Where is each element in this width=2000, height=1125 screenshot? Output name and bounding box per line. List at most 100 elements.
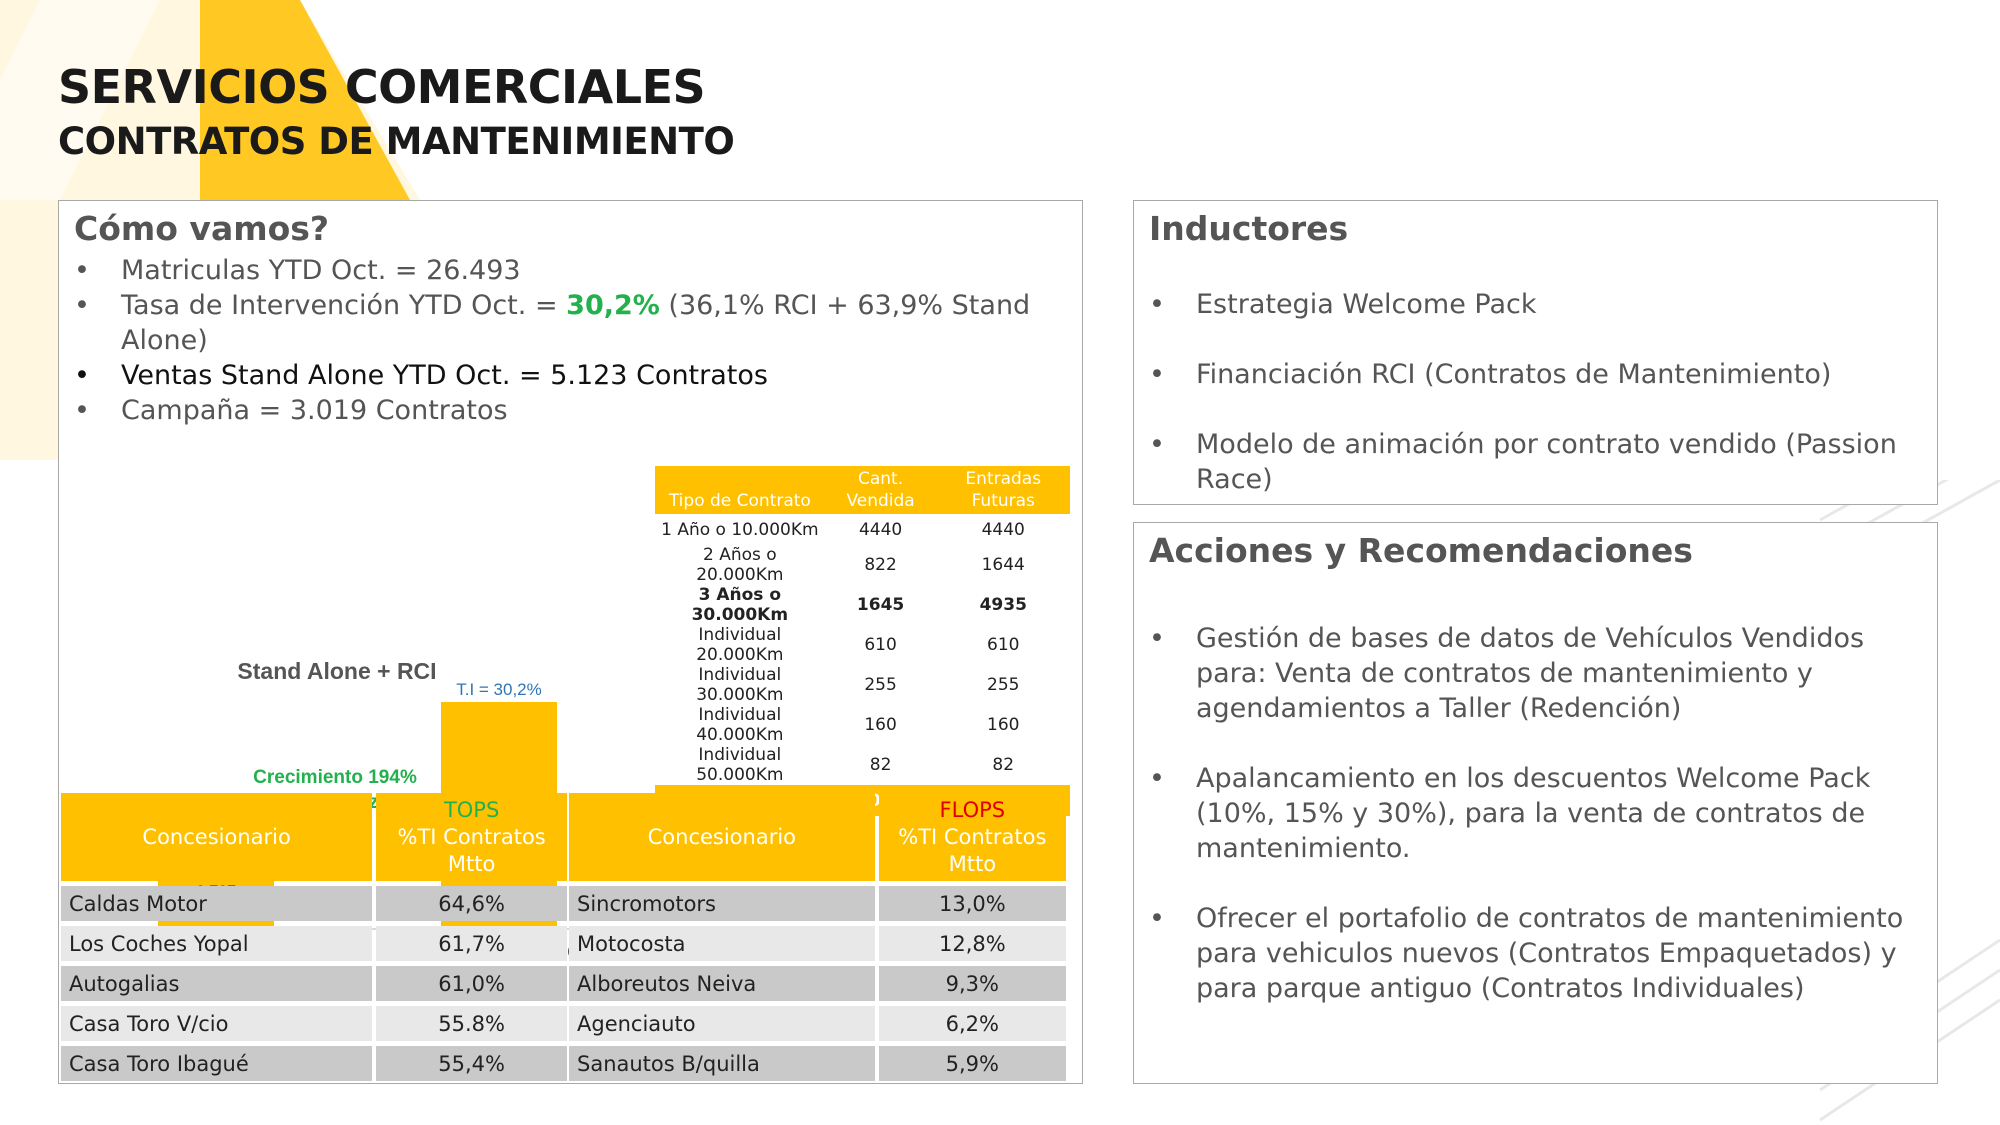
dealer-rate: 12,8% <box>878 926 1066 961</box>
table-cell: 160 <box>864 715 897 735</box>
page-title: SERVICIOS COMERCIALES <box>58 60 706 114</box>
acciones-list: • Gestión de bases de datos de Vehículos … <box>1149 621 1919 1041</box>
dealer-name: Motocosta <box>569 926 875 961</box>
bullet-dot: • <box>74 395 90 426</box>
table-row: Individual 30.000Km 255 255 <box>655 665 1070 705</box>
flops-row: Sincromotors 13,0% <box>569 886 1066 921</box>
bullet-dot: • <box>1149 903 1165 934</box>
flops-row: Agenciauto 6,2% <box>569 1006 1066 1041</box>
bullet-dot: • <box>1149 289 1165 320</box>
tops-row: Los Coches Yopal 61,7% <box>61 926 567 961</box>
table-cell: 82 <box>992 755 1015 775</box>
dealer-name: Caldas Motor <box>61 886 373 921</box>
table-row: 1 Año o 10.000Km 4440 4440 <box>655 514 1070 545</box>
acciones-heading: Acciones y Recomendaciones <box>1149 531 1693 570</box>
dealer-name: Sanautos B/quilla <box>569 1046 875 1081</box>
accion-item: • Apalancamiento en los descuentos Welcom… <box>1149 761 1919 866</box>
dealer-rate: 9,3% <box>878 966 1066 1001</box>
flops-metric-l2: Mtto <box>948 851 997 876</box>
bullet-dot: • <box>1149 359 1165 390</box>
dealer-rate: 55,4% <box>376 1046 567 1081</box>
bullet-text-pre: Tasa de Intervención YTD Oct. = <box>121 290 567 321</box>
inductor-text: Estrategia Welcome Pack <box>1196 289 1537 320</box>
tops-header-concesionario: Concesionario <box>61 793 373 881</box>
dealer-name: Sincromotors <box>569 886 875 921</box>
table-cell: Individual 20.000Km <box>696 625 784 665</box>
tops-header-metric: TOPS %TI Contratos Mtto <box>376 793 567 881</box>
tops-metric-l2: Mtto <box>447 851 496 876</box>
bullet-text-post: (36,1% RCI + 63,9% Stand Alone) <box>121 290 1031 356</box>
col-header-cantidad: Cant. Vendida <box>824 466 937 514</box>
bullet-dot: • <box>74 360 90 391</box>
col-header-tipo: Tipo de Contrato <box>655 466 825 514</box>
flops-tag: FLOPS <box>939 797 1006 822</box>
tops-row: Autogalias 61,0% <box>61 966 567 1001</box>
accion-item: • Ofrecer el portafolio de contratos de m… <box>1149 901 1919 1006</box>
table-cell: 160 <box>987 715 1020 735</box>
dealer-name: Agenciauto <box>569 1006 875 1041</box>
tops-metric-l1: %TI Contratos <box>397 824 546 849</box>
inductor-text: Financiación RCI (Contratos de Mantenimi… <box>1196 359 1832 390</box>
bar-ti-label: T.I = 30,2% <box>456 680 542 699</box>
como-vamos-panel: Cómo vamos? • Matriculas YTD Oct. = 26.4… <box>58 200 1083 1084</box>
table-cell: 1644 <box>981 555 1025 575</box>
accion-text: Gestión de bases de datos de Vehículos V… <box>1196 623 1865 724</box>
dealer-rate: 61,7% <box>376 926 567 961</box>
dealer-rate: 64,6% <box>376 886 567 921</box>
flops-row: Sanautos B/quilla 5,9% <box>569 1046 1066 1081</box>
bullet-tasa-intervencion: • Tasa de Intervención YTD Oct. = 30,2% … <box>74 288 1064 358</box>
dealer-rate: 13,0% <box>878 886 1066 921</box>
table-cell: Individual 30.000Km <box>696 665 784 705</box>
inductores-list: • Estrategia Welcome Pack • Financiación R… <box>1149 287 1919 532</box>
page-subtitle: CONTRATOS DE MANTENIMIENTO <box>58 120 735 163</box>
contract-type-table: Tipo de Contrato Cant. Vendida Entradas … <box>655 466 1070 816</box>
table-cell: 1645 <box>856 595 905 615</box>
flops-header-metric: FLOPS %TI Contratos Mtto <box>878 793 1066 881</box>
dealer-name: Autogalias <box>61 966 373 1001</box>
bullet-dot: • <box>1149 429 1165 460</box>
table-row: 2 Años o 20.000Km 822 1644 <box>655 545 1070 585</box>
table-cell: 610 <box>987 635 1020 655</box>
bullet-matriculas: • Matriculas YTD Oct. = 26.493 <box>74 253 1064 288</box>
bullet-dot: • <box>1149 623 1165 654</box>
chart-title: Stand Alone + RCI <box>237 658 436 684</box>
dealer-name: Alboreutos Neiva <box>569 966 875 1001</box>
tops-row: Casa Toro V/cio 55.8% <box>61 1006 567 1041</box>
table-cell: 4440 <box>858 519 903 540</box>
inductor-item: • Estrategia Welcome Pack <box>1149 287 1919 322</box>
flops-row: Alboreutos Neiva 9,3% <box>569 966 1066 1001</box>
inductores-heading: Inductores <box>1149 209 1349 248</box>
bullet-ventas-stand-alone: • Ventas Stand Alone YTD Oct. = 5.123 Co… <box>74 358 1064 393</box>
table-cell: 4440 <box>981 519 1025 540</box>
como-vamos-heading: Cómo vamos? <box>74 209 330 248</box>
bullet-dot: • <box>74 255 90 286</box>
tops-table: Concesionario TOPS %TI Contratos Mtto Ca… <box>57 788 571 1086</box>
dealer-rate: 61,0% <box>376 966 567 1001</box>
chart-annotation-line1: Crecimiento 194% <box>253 767 417 788</box>
bullet-dot: • <box>74 290 90 321</box>
inductor-item: • Modelo de animación por contrato vendid… <box>1149 427 1919 497</box>
tops-row: Casa Toro Ibagué 55,4% <box>61 1046 567 1081</box>
table-cell: 255 <box>864 675 897 695</box>
table-row: 3 Años o 30.000Km 1645 4935 <box>655 585 1070 625</box>
flops-header-concesionario: Concesionario <box>569 793 875 881</box>
acciones-panel: Acciones y Recomendaciones • Gestión de b… <box>1133 522 1938 1084</box>
bullet-text: Campaña = 3.019 Contratos <box>121 395 508 426</box>
flops-metric-l1: %TI Contratos <box>898 824 1047 849</box>
table-cell: 4935 <box>979 595 1027 615</box>
dealer-name: Los Coches Yopal <box>61 926 373 961</box>
inductor-item: • Financiación RCI (Contratos de Mantenim… <box>1149 357 1919 392</box>
dealer-name: Casa Toro V/cio <box>61 1006 373 1041</box>
accion-text: Ofrecer el portafolio de contratos de ma… <box>1196 903 1904 1004</box>
table-cell: 3 Años o 30.000Km <box>691 585 789 625</box>
inductor-text: Modelo de animación por contrato vendido… <box>1196 429 1897 495</box>
bullet-text: Matriculas YTD Oct. = 26.493 <box>121 255 521 286</box>
bullet-campana: • Campaña = 3.019 Contratos <box>74 393 1064 428</box>
accion-item: • Gestión de bases de datos de Vehículos … <box>1149 621 1919 726</box>
table-cell: 255 <box>987 675 1020 695</box>
flops-table: Concesionario FLOPS %TI Contratos Mtto S… <box>565 788 1070 1086</box>
accion-text: Apalancamiento en los descuentos Welcome… <box>1196 763 1871 864</box>
table-cell: Individual 50.000Km <box>696 745 784 785</box>
como-vamos-bullets: • Matriculas YTD Oct. = 26.493 • Tasa de… <box>74 253 1064 428</box>
table-cell: 1 Año o 10.000Km <box>661 519 819 540</box>
